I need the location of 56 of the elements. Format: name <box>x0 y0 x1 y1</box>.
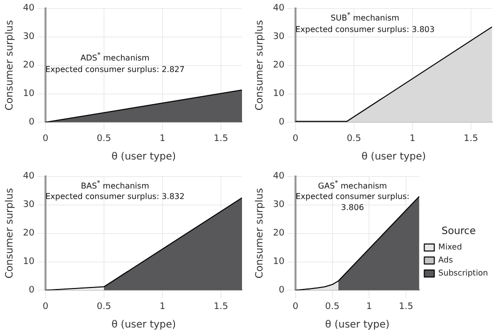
x-axis-title: θ (user type) <box>112 319 176 330</box>
y-tick-label: 10 <box>273 89 285 100</box>
y-tick-label: 0 <box>28 118 35 128</box>
x-tick-label: 0.5 <box>325 301 340 312</box>
y-axis-title: Consumer surplus <box>4 188 16 278</box>
annotation: Expected consumer surplus: 3.803 <box>294 24 436 35</box>
y-tick-label: 40 <box>273 171 285 182</box>
x-tick-label: 0 <box>42 134 49 144</box>
y-tick-label: 0 <box>278 118 285 128</box>
y-tick-label: 0 <box>278 285 285 296</box>
y-tick-label: 40 <box>23 171 35 182</box>
x-tick-label: 1.5 <box>464 134 478 144</box>
x-tick-label: 1.5 <box>214 301 228 312</box>
y-tick-label: 10 <box>23 256 35 267</box>
y-tick-label: 10 <box>273 256 285 267</box>
x-tick-label: 0.5 <box>96 301 112 312</box>
y-tick-label: 40 <box>273 4 285 14</box>
x-tick-label: 1 <box>366 301 372 312</box>
x-tick-label: 1 <box>160 134 166 144</box>
y-tick-label: 30 <box>273 32 285 42</box>
x-tick-label: 1 <box>410 134 416 144</box>
annotation: GAS$^{*}$ mechanism <box>317 178 388 192</box>
x-tick-label: 1 <box>160 301 166 312</box>
legend-label: Ads <box>438 255 453 264</box>
y-axis-title: Consumer surplus <box>4 20 16 111</box>
x-tick-label: 1.5 <box>214 134 228 144</box>
annotation: Expected consumer surplus: 2.827 <box>44 64 186 75</box>
y-tick-label: 20 <box>273 228 285 238</box>
y-tick-label: 0 <box>28 285 35 296</box>
x-tick-label: 0 <box>292 301 299 312</box>
legend-title: Source <box>441 226 476 237</box>
x-tick-label: 0 <box>292 134 299 144</box>
annotation: ADS$^{*}$ mechanism <box>80 50 150 64</box>
y-tick-label: 20 <box>23 60 35 71</box>
y-tick-label: 30 <box>23 32 35 42</box>
y-tick-label: 20 <box>23 228 35 238</box>
x-tick-label: 0.5 <box>96 134 112 144</box>
y-tick-label: 20 <box>273 60 285 71</box>
x-tick-label: 0.5 <box>346 134 362 144</box>
x-tick-label: 1.5 <box>398 301 414 312</box>
x-axis-title: θ (user type) <box>325 319 390 330</box>
x-axis-title: θ (user type) <box>112 152 176 163</box>
y-axis-title: Consumer surplus <box>254 20 266 111</box>
annotation: BAS$^{*}$ mechanism <box>80 178 150 192</box>
legend-label: Subscription <box>438 268 488 278</box>
x-tick-label: 0 <box>42 301 49 312</box>
y-tick-label: 30 <box>273 200 285 210</box>
y-tick-label: 10 <box>23 89 35 100</box>
annotation: Expected consumer surplus: 3.832 <box>44 191 186 202</box>
y-tick-label: 40 <box>23 4 35 14</box>
y-tick-label: 30 <box>23 200 35 210</box>
x-axis-title: θ (user type) <box>362 152 426 163</box>
y-axis-title: Consumer surplus <box>254 188 266 278</box>
annotation: SUB$^{*}$ mechanism <box>330 10 400 24</box>
legend-label: Mixed <box>438 242 462 252</box>
annotation: Expected consumer surplus: 3.806 <box>294 191 410 214</box>
